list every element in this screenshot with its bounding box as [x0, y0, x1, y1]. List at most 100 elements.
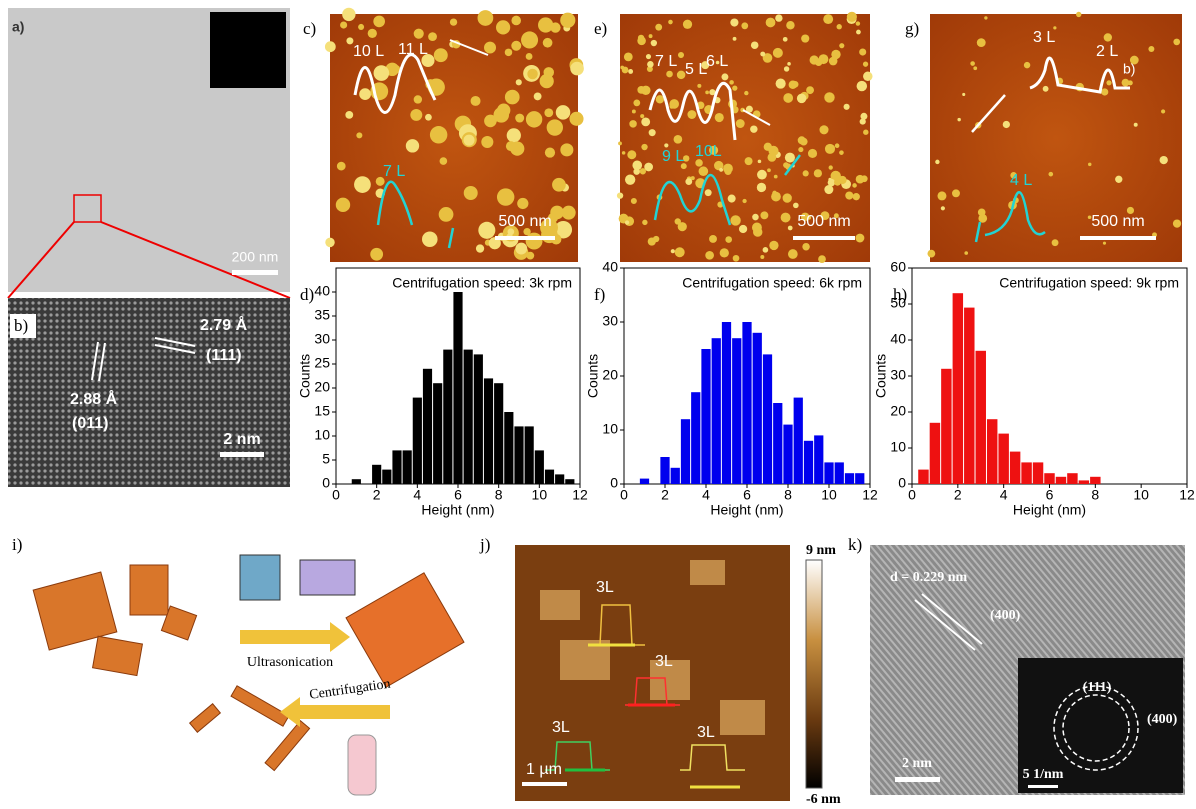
d-spacing: 2.88 Å [70, 389, 118, 408]
grain [359, 88, 371, 100]
grain [670, 104, 674, 108]
grain [555, 211, 562, 218]
bar [701, 349, 710, 484]
y-tick-label: 40 [314, 283, 330, 299]
grain [526, 111, 542, 127]
y-tick-label: 40 [602, 259, 618, 275]
grain [545, 147, 555, 157]
grain [484, 42, 496, 54]
tube [348, 735, 376, 795]
grain [730, 18, 738, 26]
grain [617, 192, 623, 198]
grain [655, 24, 662, 31]
grain [478, 222, 495, 239]
grain [648, 237, 656, 245]
grain [620, 66, 624, 70]
y-tick-label: 40 [890, 331, 906, 347]
grain [336, 198, 350, 212]
step-label: Centrifugation [308, 677, 391, 703]
bar [352, 479, 361, 484]
grain [814, 169, 822, 177]
scale-text: 5 1/nm [1023, 767, 1064, 782]
grain [422, 231, 438, 247]
grain [720, 248, 729, 257]
grain [742, 199, 746, 203]
grain [856, 30, 861, 35]
grain [340, 21, 347, 28]
panel-label: d) [300, 285, 314, 304]
x-tick-label: 4 [1000, 487, 1008, 503]
grain [664, 143, 668, 147]
grain [705, 251, 714, 260]
bar [804, 441, 813, 484]
y-tick-label: 15 [314, 403, 330, 419]
grain [1103, 242, 1106, 245]
grain [544, 108, 553, 117]
colorbar [806, 560, 822, 788]
grain [656, 95, 664, 103]
crystal [130, 565, 168, 615]
grain [649, 129, 656, 136]
grain [844, 104, 850, 110]
bar [555, 474, 564, 484]
grain [414, 95, 422, 103]
grain [637, 37, 646, 46]
grain [671, 249, 675, 253]
chart-title: Centrifugation speed: 9k rpm [999, 275, 1179, 291]
x-tick-label: 12 [572, 487, 588, 503]
grain [358, 24, 364, 30]
grain [831, 146, 835, 150]
grain [345, 111, 353, 119]
grain [984, 16, 987, 19]
x-tick-label: 8 [1091, 487, 1099, 503]
grain [325, 41, 336, 52]
bar [423, 369, 432, 484]
grain [641, 86, 650, 95]
grain [1024, 62, 1030, 68]
grain [1134, 123, 1138, 127]
grain [517, 198, 528, 209]
panel-k: k) d = 0.229 nm (400) (111) (400) 2 nm 5… [848, 535, 1185, 795]
grain [478, 10, 494, 26]
scale-text: 500 nm [498, 213, 551, 230]
grain [845, 191, 853, 199]
grain [751, 41, 759, 49]
grain [678, 222, 687, 231]
bar [681, 419, 690, 484]
bar [964, 308, 974, 484]
bar [372, 465, 381, 484]
grain [356, 132, 362, 138]
y-tick-label: 20 [890, 403, 906, 419]
layer-label: 9 L [662, 148, 684, 165]
d-spacing: 2.79 Å [200, 315, 248, 334]
grain [1128, 80, 1133, 85]
grain [839, 150, 844, 155]
step-label: Ultrasonication [247, 655, 333, 670]
panel-label: k) [848, 535, 862, 554]
grain [729, 80, 734, 85]
grain [802, 243, 809, 250]
grain [507, 128, 521, 142]
grain [829, 165, 833, 169]
grain [440, 157, 448, 165]
y-tick-label: 30 [314, 331, 330, 347]
grain [810, 55, 819, 64]
grain [771, 192, 781, 202]
panel-label: g) [905, 19, 919, 38]
grain [818, 255, 826, 263]
bar [671, 468, 680, 484]
plane: (011) [72, 415, 108, 432]
x-axis-title: Height (nm) [710, 502, 783, 518]
grain [787, 62, 791, 66]
grain [750, 125, 757, 132]
grain [837, 24, 842, 29]
grain [560, 143, 573, 156]
flake [720, 700, 765, 735]
saed-inset [210, 12, 286, 88]
grain [800, 138, 808, 146]
grain [547, 119, 563, 135]
grain [552, 178, 566, 192]
grain [769, 241, 778, 250]
scale-text: 500 nm [1091, 213, 1144, 230]
grain [766, 18, 776, 28]
